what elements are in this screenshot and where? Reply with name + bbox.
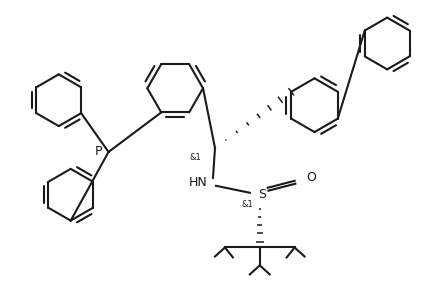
Text: P: P <box>95 146 102 158</box>
Text: &1: &1 <box>242 200 253 209</box>
Text: S: S <box>257 188 265 201</box>
Text: &1: &1 <box>189 154 201 162</box>
Text: O: O <box>306 171 316 184</box>
Text: HN: HN <box>188 176 207 189</box>
